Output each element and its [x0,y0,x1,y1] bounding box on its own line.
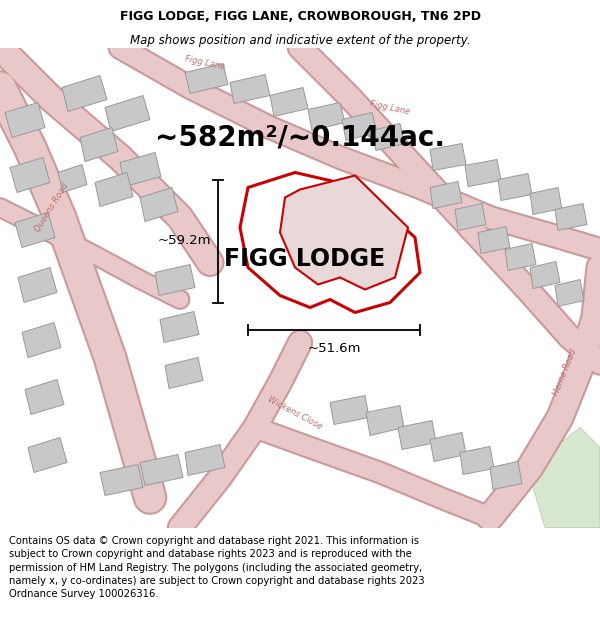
Polygon shape [62,76,107,111]
Polygon shape [490,461,522,489]
Polygon shape [330,396,369,424]
Polygon shape [165,357,203,389]
Polygon shape [505,244,536,271]
Polygon shape [398,421,436,449]
Polygon shape [478,226,510,254]
Text: FIGG LODGE, FIGG LANE, CROWBOROUGH, TN6 2PD: FIGG LODGE, FIGG LANE, CROWBOROUGH, TN6 … [119,10,481,23]
Polygon shape [498,174,532,201]
Text: ~582m²/~0.144ac.: ~582m²/~0.144ac. [155,124,445,151]
Polygon shape [308,102,345,131]
Polygon shape [10,158,50,192]
Polygon shape [230,74,270,104]
Polygon shape [455,204,486,231]
Polygon shape [530,261,560,289]
Polygon shape [100,464,143,496]
Polygon shape [270,88,308,116]
Text: Queens Road: Queens Road [34,181,71,234]
Polygon shape [372,124,405,151]
Polygon shape [555,204,587,231]
Text: Map shows position and indicative extent of the property.: Map shows position and indicative extent… [130,34,470,47]
Text: ~51.6m: ~51.6m [307,341,361,354]
Polygon shape [460,446,494,474]
Polygon shape [430,432,466,461]
Polygon shape [15,213,55,248]
Polygon shape [58,164,87,192]
Polygon shape [366,406,404,436]
Polygon shape [465,159,501,186]
Polygon shape [140,454,183,486]
Polygon shape [95,173,133,206]
Polygon shape [28,438,67,472]
Text: Figg Lane: Figg Lane [369,99,411,116]
Polygon shape [155,264,195,296]
Polygon shape [280,176,408,289]
Polygon shape [22,322,61,357]
Text: ~59.2m: ~59.2m [157,234,211,248]
Polygon shape [105,96,150,131]
Polygon shape [530,188,562,214]
Polygon shape [185,444,225,476]
Polygon shape [5,102,45,138]
Text: Figg Lane: Figg Lane [184,54,226,71]
Polygon shape [430,181,462,209]
Polygon shape [160,311,199,342]
Polygon shape [240,173,420,312]
Polygon shape [430,144,466,171]
Polygon shape [342,112,377,141]
Polygon shape [185,64,228,94]
Text: Herne Road: Herne Road [551,348,578,397]
Polygon shape [120,152,161,186]
Text: Wickens Close: Wickens Close [266,394,324,431]
Polygon shape [25,379,64,414]
Polygon shape [18,268,57,302]
Text: FIGG LODGE: FIGG LODGE [224,248,386,271]
Polygon shape [80,127,118,161]
Polygon shape [140,188,178,221]
Polygon shape [555,279,584,306]
Polygon shape [530,428,600,528]
Text: Contains OS data © Crown copyright and database right 2021. This information is
: Contains OS data © Crown copyright and d… [9,536,425,599]
